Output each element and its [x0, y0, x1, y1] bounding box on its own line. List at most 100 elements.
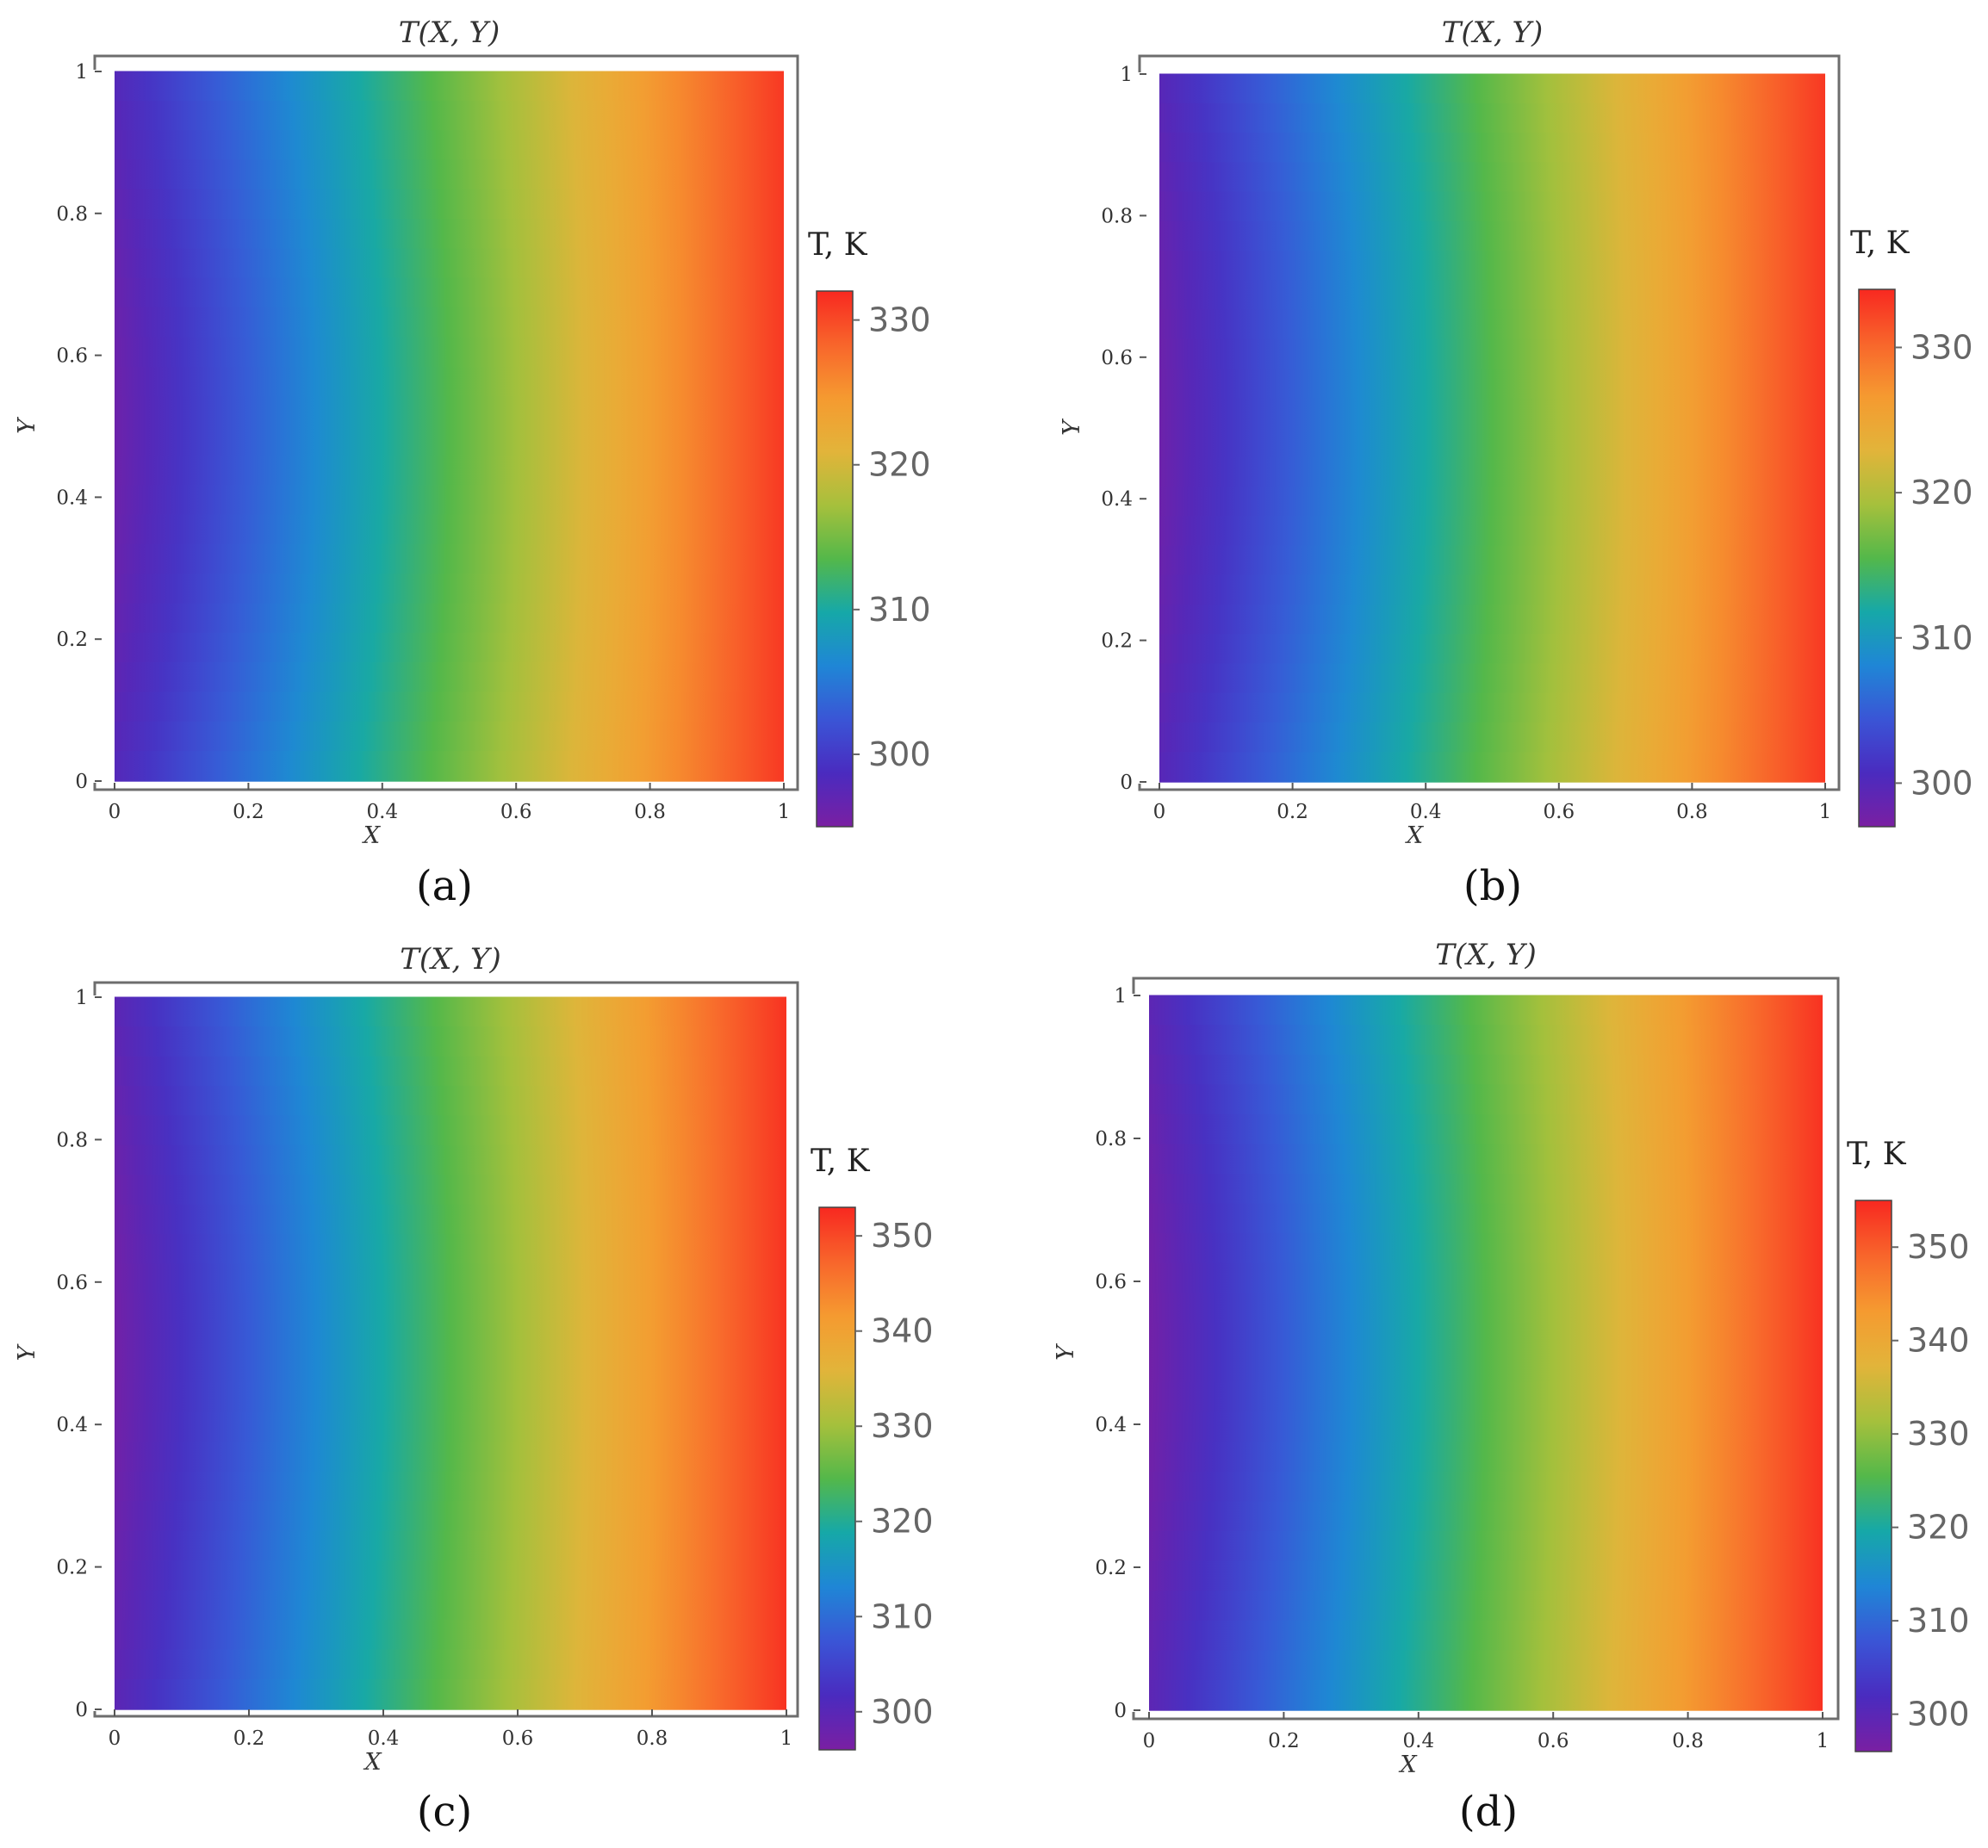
y-tick-label: 1 — [75, 987, 88, 1009]
plot-title: T(X, Y) — [400, 942, 500, 977]
temperature-field-strip — [1142, 162, 1825, 193]
temperature-field-strip — [89, 691, 785, 723]
temperature-field-strip — [1123, 1650, 1823, 1682]
panel-caption: (c) — [417, 1788, 472, 1836]
colorbar-tick-label: 350 — [871, 1217, 934, 1255]
temperature-field-strip — [1159, 398, 1825, 429]
y-tick-label: 0.8 — [1095, 1128, 1127, 1150]
temperature-field-strip — [1128, 1620, 1823, 1652]
temperature-field-strip — [1128, 1054, 1823, 1086]
temperature-field-strip — [1154, 280, 1825, 311]
temperature-field-strip — [114, 425, 784, 457]
temperature-field-strip — [1128, 752, 1825, 783]
temperature-field-strip — [1132, 1591, 1823, 1622]
x-tick-label: 0 — [109, 1727, 121, 1750]
temperature-field-strip — [1148, 1293, 1823, 1324]
colorbar — [818, 1206, 856, 1751]
panel-b: T(X, Y) 0 0.2 0.4 0.6 0.8 1 0 0.2 0.4 0.6 0.8 1 X Y T, … — [1059, 16, 1973, 910]
temperature-field-strip — [114, 396, 784, 427]
y-axis-label: Y — [1053, 1343, 1079, 1361]
temperature-field-strip — [84, 1679, 786, 1710]
x-tick-label: 0.8 — [1676, 801, 1708, 823]
temperature-field-strip — [109, 1471, 786, 1503]
x-tick-label: 0.4 — [368, 1727, 400, 1750]
temperature-field-strip — [1146, 191, 1825, 222]
temperature-field-strip — [114, 1293, 786, 1324]
y-tick-label: 1 — [75, 61, 88, 84]
temperature-field-strip — [1158, 487, 1825, 518]
temperature-field-strip — [1118, 1679, 1823, 1711]
y-tick-label: 0.2 — [56, 629, 88, 651]
temperature-field-strip — [1138, 692, 1825, 724]
y-tick-label: 1 — [1114, 985, 1127, 1008]
temperature-field-strip — [97, 1590, 786, 1622]
temperature-field-strip — [1141, 1174, 1823, 1205]
temperature-field-strip — [1142, 663, 1825, 694]
temperature-field-strip — [114, 366, 785, 398]
temperature-field-strip — [1123, 1025, 1823, 1056]
colorbar-tick-label: 330 — [868, 301, 931, 339]
temperature-field-strip — [1148, 1322, 1823, 1354]
colorbar-tick-label: 320 — [1910, 474, 1973, 512]
temperature-field-strip — [114, 455, 785, 487]
temperature-field-strip — [1134, 722, 1825, 753]
temperature-field-strip — [109, 277, 784, 309]
temperature-field-strip — [101, 1115, 786, 1146]
x-tick-label: 0 — [1153, 801, 1166, 823]
temperature-field-strip — [98, 189, 784, 220]
temperature-field-strip — [84, 721, 784, 753]
temperature-field-strip — [1146, 1233, 1823, 1264]
y-axis-label: Y — [1059, 419, 1085, 436]
x-tick-label: 0.6 — [502, 1727, 534, 1750]
x-tick-label: 1 — [780, 1727, 793, 1750]
x-tick-label: 0 — [109, 801, 121, 823]
y-tick-label: 0 — [1114, 1700, 1127, 1722]
x-tick-label: 0.2 — [233, 1727, 265, 1750]
temperature-field-strip — [78, 71, 784, 102]
temperature-field-strip — [1152, 574, 1825, 606]
y-tick-label: 0 — [1120, 772, 1133, 794]
temperature-field-strip — [1156, 516, 1825, 547]
x-axis-label: X — [1405, 822, 1425, 849]
x-tick-label: 0.4 — [367, 801, 399, 823]
y-tick-label: 0.6 — [56, 1272, 88, 1294]
temperature-field-strip — [1146, 634, 1825, 665]
y-tick-label: 0.2 — [1095, 1557, 1127, 1579]
temperature-field-strip — [109, 543, 784, 575]
temperature-field-strip — [1128, 73, 1825, 104]
y-tick-label: 1 — [1120, 64, 1133, 86]
y-tick-label: 0 — [75, 1699, 88, 1721]
temperature-field-strip — [1134, 102, 1825, 134]
panel-caption: (b) — [1463, 862, 1522, 910]
colorbar-title: T, K — [811, 1144, 871, 1179]
temperature-field-strip — [111, 1234, 786, 1265]
temperature-field-strip — [97, 1085, 786, 1117]
temperature-field-strip — [93, 1056, 786, 1088]
panel-c: T(X, Y) 0 0.2 0.4 0.6 0.8 1 0 0.2 0.4 0.6 0.8 1 X Y T, … — [14, 942, 934, 1836]
colorbar — [1858, 288, 1896, 828]
temperature-field-strip — [104, 1144, 786, 1176]
temperature-field-strip — [94, 662, 784, 693]
temperature-field-strip — [1148, 1352, 1823, 1384]
temperature-field-strip — [109, 1204, 786, 1236]
colorbar-title: T, K — [808, 227, 868, 263]
x-tick-label: 0.6 — [1544, 801, 1575, 823]
y-tick-label: 0.6 — [1101, 347, 1133, 369]
temperature-field-strip — [1135, 1560, 1823, 1592]
plot-title: T(X, Y) — [1442, 16, 1543, 50]
temperature-field-strip — [89, 1649, 786, 1681]
y-axis-label: Y — [14, 417, 40, 434]
x-tick-label: 0.8 — [637, 1727, 668, 1750]
x-tick-label: 0.6 — [500, 801, 532, 823]
y-tick-label: 0.8 — [56, 1129, 88, 1151]
colorbar — [816, 290, 854, 828]
colorbar-tick-label: 310 — [868, 591, 931, 629]
temperature-field-strip — [84, 100, 784, 132]
temperature-field-strip — [111, 1442, 786, 1473]
temperature-field-strip — [112, 485, 784, 516]
x-tick-label: 0.8 — [1672, 1730, 1704, 1752]
temperature-field-strip — [93, 1620, 786, 1651]
temperature-field-strip — [1147, 1262, 1823, 1294]
colorbar-tick-label: 330 — [871, 1407, 934, 1445]
